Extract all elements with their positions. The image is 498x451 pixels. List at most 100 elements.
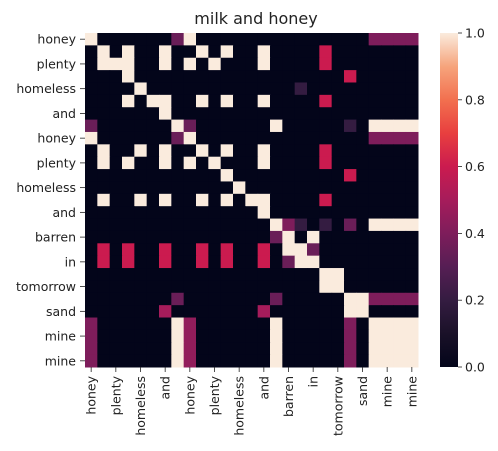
heatmap-cell	[146, 107, 160, 121]
heatmap-cell	[85, 193, 98, 207]
heatmap-cell	[146, 206, 160, 220]
heatmap-cell	[319, 255, 333, 269]
heatmap-cell	[196, 131, 209, 145]
heatmap-cell	[233, 82, 246, 96]
heatmap-cell	[319, 119, 333, 133]
heatmap-cell	[159, 305, 172, 319]
heatmap-cell	[134, 268, 148, 281]
heatmap-cell	[294, 45, 308, 59]
heatmap-cell	[393, 107, 407, 121]
heatmap-cell	[393, 82, 407, 96]
heatmap-cell	[171, 280, 185, 294]
heatmap-cell	[344, 354, 357, 368]
y-tick-label: mine	[45, 329, 77, 344]
x-tick-label: honey	[182, 375, 197, 414]
heatmap-cell	[109, 230, 123, 244]
heatmap-cell	[196, 255, 209, 269]
heatmap-cell	[245, 305, 259, 319]
heatmap-cell	[393, 94, 407, 108]
heatmap-cell	[146, 169, 160, 182]
heatmap-cell	[159, 57, 172, 71]
heatmap-cell	[331, 119, 345, 133]
heatmap-cell	[331, 156, 345, 170]
heatmap-cell	[282, 70, 296, 83]
heatmap-cell	[319, 354, 333, 368]
heatmap-cell	[344, 70, 357, 83]
heatmap-cell	[85, 33, 98, 46]
heatmap-cell	[405, 292, 419, 306]
heatmap-cell	[183, 119, 197, 133]
heatmap-cell	[220, 317, 234, 331]
heatmap-cell	[196, 70, 209, 83]
heatmap-cell	[257, 107, 271, 121]
heatmap-cell	[171, 230, 185, 244]
heatmap-cell	[97, 230, 111, 244]
heatmap-cell	[393, 119, 407, 133]
heatmap-cell	[146, 329, 160, 343]
heatmap-cell	[319, 230, 333, 244]
heatmap-cell	[220, 70, 234, 83]
heatmap-cell	[85, 82, 98, 96]
heatmap-cell	[220, 305, 234, 319]
heatmap-cell	[109, 206, 123, 220]
heatmap-cell	[122, 33, 135, 46]
heatmap-cell	[282, 144, 296, 158]
heatmap-cell	[294, 82, 308, 96]
x-tick-label: mine	[404, 376, 419, 408]
heatmap-cell	[220, 268, 234, 281]
heatmap-cell	[257, 57, 271, 71]
heatmap-cell	[245, 70, 259, 83]
heatmap-cell	[220, 169, 234, 182]
heatmap-cell	[245, 119, 259, 133]
heatmap-cell	[97, 119, 111, 133]
heatmap-cell	[356, 181, 370, 195]
heatmap-cell	[307, 354, 320, 368]
heatmap-cell	[146, 342, 160, 356]
heatmap-cell	[220, 119, 234, 133]
heatmap-cell	[294, 280, 308, 294]
heatmap-cell	[183, 218, 197, 232]
heatmap-cell	[393, 45, 407, 59]
heatmap-cell	[196, 218, 209, 232]
heatmap-cell	[270, 230, 283, 244]
heatmap-cell	[196, 107, 209, 121]
heatmap-cell	[183, 292, 197, 306]
heatmap-cell	[393, 255, 407, 269]
heatmap-cell	[307, 45, 320, 59]
heatmap-cell	[405, 33, 419, 46]
heatmap-cell	[196, 33, 209, 46]
heatmap-cell	[220, 45, 234, 59]
heatmap-cell	[109, 243, 123, 257]
heatmap-cell	[282, 280, 296, 294]
heatmap-cell	[208, 57, 222, 71]
heatmap-cell	[381, 317, 394, 331]
heatmap-cell	[97, 70, 111, 83]
heatmap-cell	[356, 193, 370, 207]
heatmap-cell	[331, 45, 345, 59]
heatmap-cell	[356, 280, 370, 294]
heatmap-cell	[109, 131, 123, 145]
heatmap-cell	[331, 94, 345, 108]
heatmap-cell	[233, 94, 246, 108]
heatmap-cell	[356, 169, 370, 182]
heatmap-cell	[134, 94, 148, 108]
heatmap-cell	[146, 70, 160, 83]
heatmap-cell	[319, 45, 333, 59]
heatmap-cell	[270, 206, 283, 220]
y-tick-label: homeless	[16, 81, 76, 96]
heatmap-cell	[220, 230, 234, 244]
heatmap-cell	[356, 33, 370, 46]
heatmap-cell	[122, 119, 135, 133]
heatmap-cell	[381, 107, 394, 121]
heatmap-cell	[134, 280, 148, 294]
heatmap-cell	[344, 305, 357, 319]
heatmap-cell	[381, 255, 394, 269]
heatmap-cell	[208, 292, 222, 306]
heatmap-cell	[233, 45, 246, 59]
colorbar-tick-label: 0.8	[465, 92, 485, 107]
heatmap-cell	[307, 82, 320, 96]
heatmap-cell	[331, 354, 345, 368]
heatmap-cell	[368, 144, 382, 158]
heatmap-cell	[233, 230, 246, 244]
